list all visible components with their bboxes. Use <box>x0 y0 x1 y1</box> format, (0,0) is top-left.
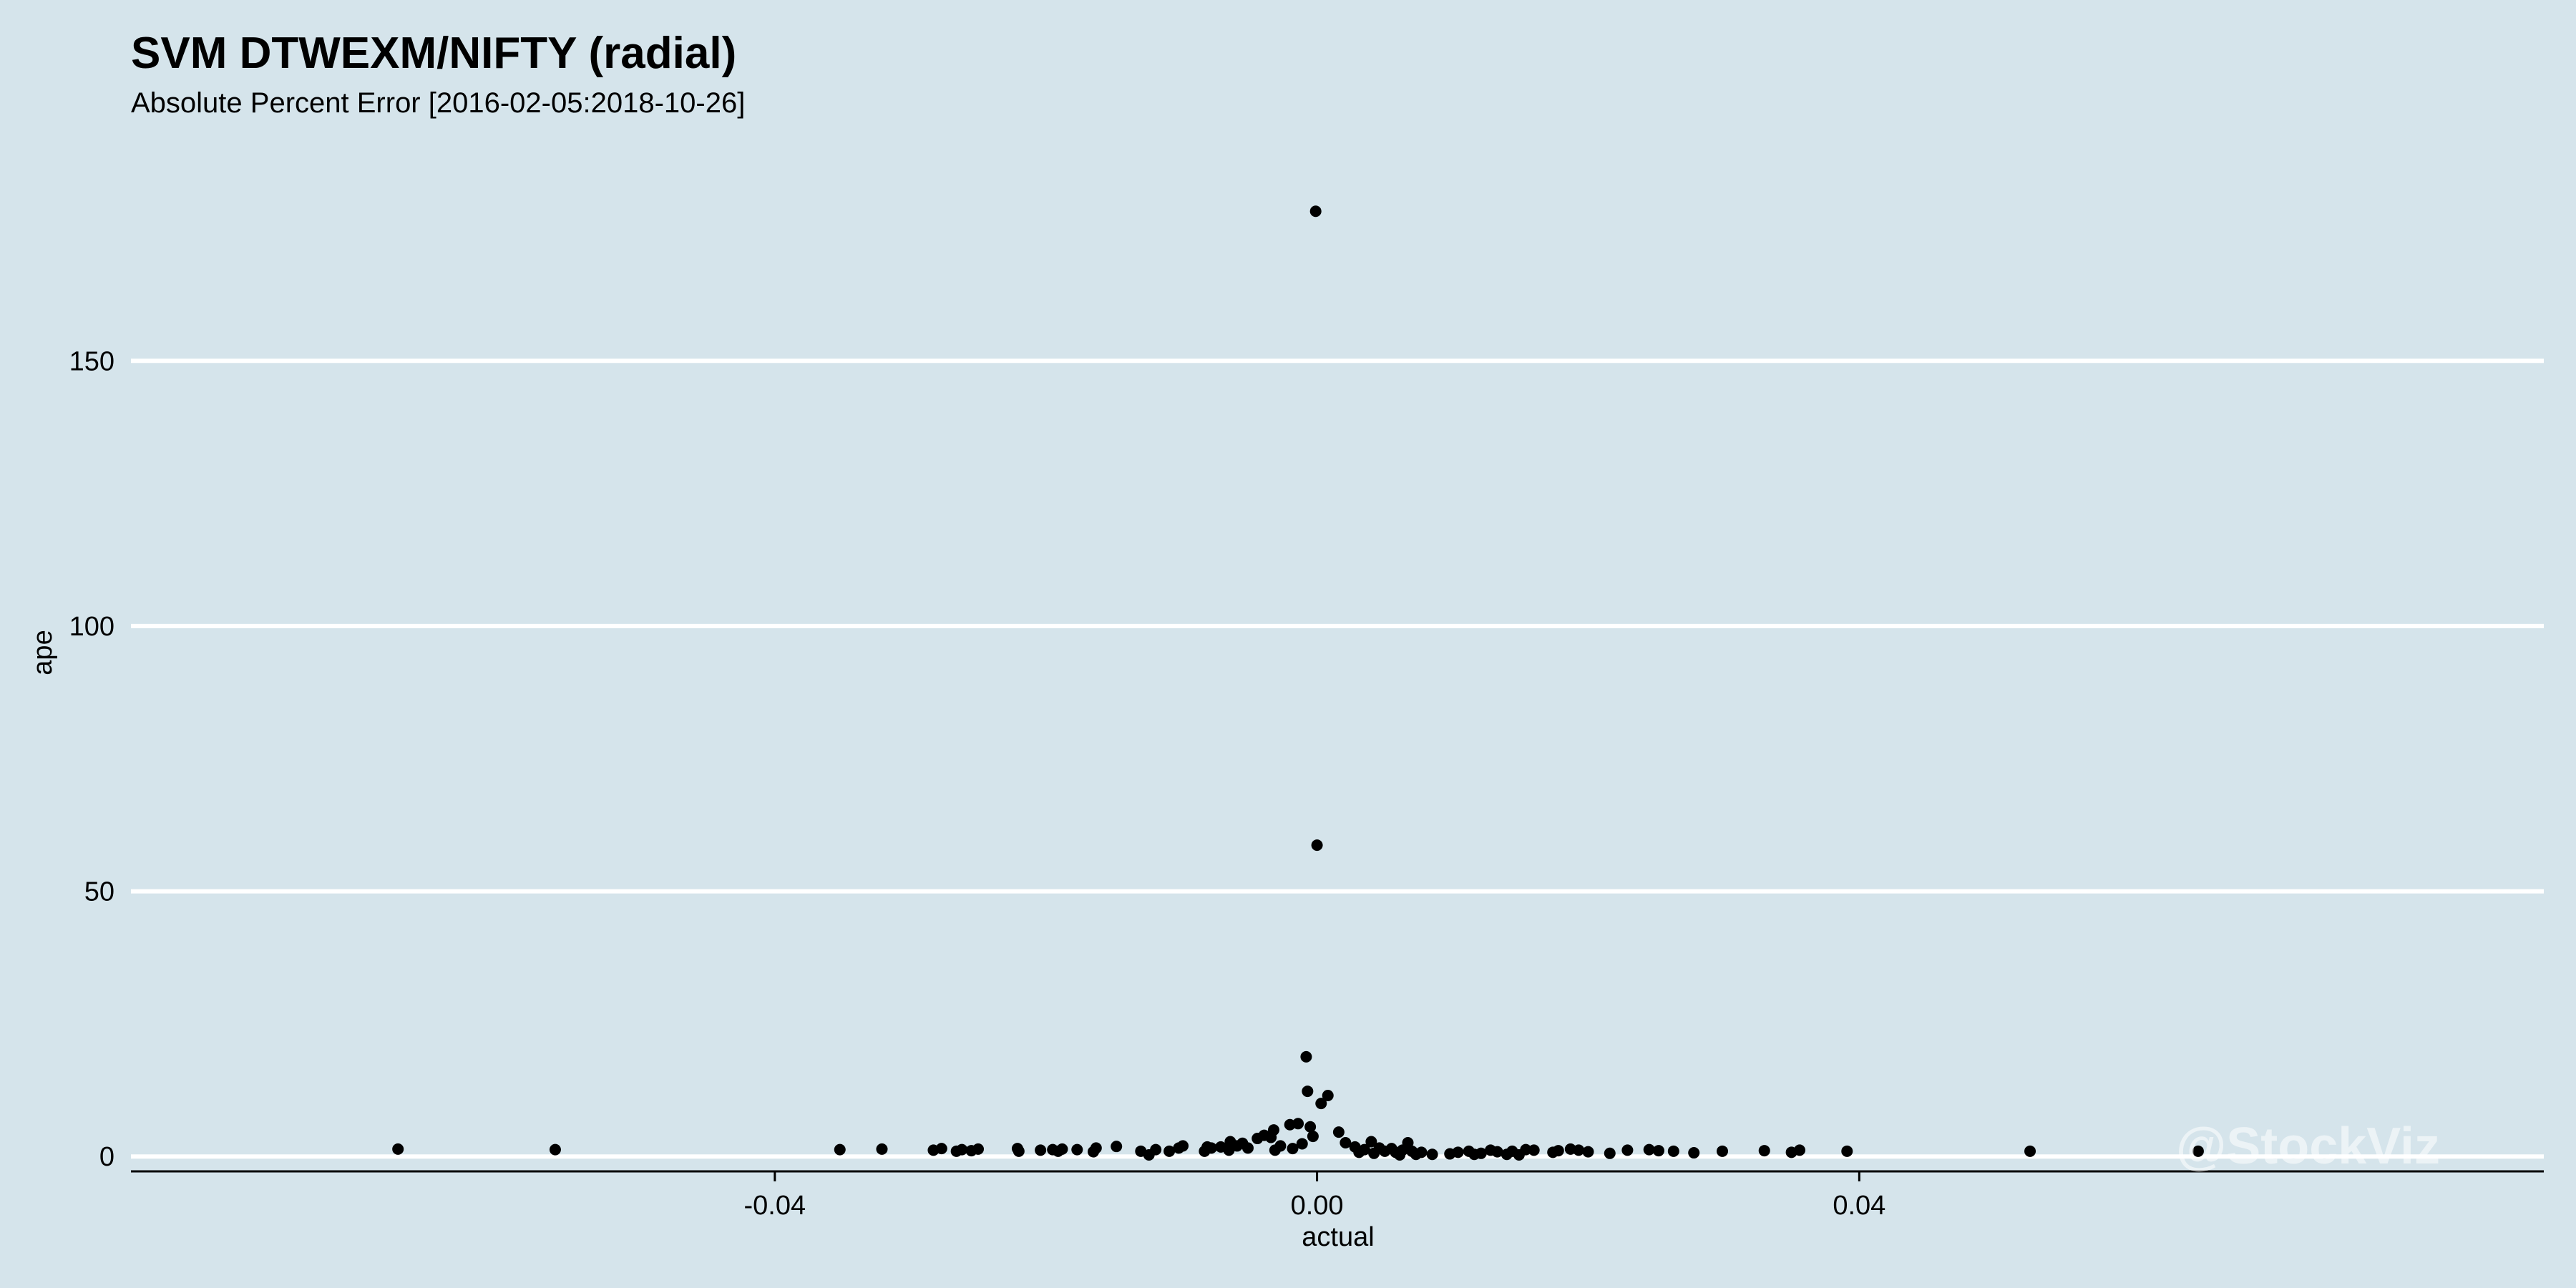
data-point <box>1402 1136 1414 1148</box>
data-point <box>1475 1147 1487 1159</box>
data-point <box>1267 1124 1279 1136</box>
data-point <box>1688 1147 1700 1159</box>
y-tick-label: 0 <box>99 1142 114 1172</box>
gridlines <box>131 358 2544 1159</box>
watermark: @StockViz <box>2176 1118 2440 1175</box>
data-point <box>876 1143 888 1155</box>
y-tick-label: 150 <box>69 346 114 376</box>
data-point <box>1793 1144 1805 1156</box>
data-point <box>1150 1143 1162 1156</box>
data-point <box>1758 1145 1770 1157</box>
data-point <box>1205 1142 1217 1154</box>
data-point <box>1358 1143 1370 1156</box>
data-point <box>834 1143 846 1156</box>
x-tick-label: 0.00 <box>1291 1191 1344 1221</box>
data-point <box>1643 1143 1655 1156</box>
data-point <box>2192 1145 2204 1157</box>
data-point <box>956 1143 968 1156</box>
data-point <box>1340 1136 1352 1148</box>
data-point <box>1296 1138 1308 1150</box>
data-point <box>1090 1142 1102 1154</box>
x-tick-label: -0.04 <box>744 1191 806 1221</box>
y-tick-label: 100 <box>69 612 114 642</box>
data-point <box>1035 1144 1047 1156</box>
data-point <box>2024 1145 2036 1157</box>
data-points <box>392 205 2204 1161</box>
data-point <box>1292 1118 1304 1130</box>
data-point <box>1309 205 1322 218</box>
data-point <box>1311 839 1323 852</box>
data-point <box>972 1143 984 1155</box>
data-point <box>1452 1146 1464 1158</box>
data-point <box>1573 1144 1585 1156</box>
data-point <box>1415 1146 1428 1158</box>
x-axis: -0.04 0.00 0.04 <box>131 1170 2544 1221</box>
data-point <box>1582 1146 1594 1158</box>
data-point <box>1304 1121 1317 1133</box>
data-point <box>1621 1144 1634 1156</box>
data-point <box>1013 1145 1025 1157</box>
chart-title: SVM DTWEXM/NIFTY (radial) <box>131 29 736 78</box>
data-point <box>935 1143 947 1155</box>
x-axis-label: actual <box>1302 1222 1374 1252</box>
data-point <box>1491 1146 1503 1158</box>
data-point <box>1667 1145 1679 1157</box>
data-point <box>1717 1145 1729 1157</box>
data-point <box>1315 1098 1327 1110</box>
data-point <box>1071 1143 1083 1156</box>
y-axis-label: ape <box>28 630 58 675</box>
x-tick-label: 0.04 <box>1833 1191 1885 1221</box>
data-point <box>1528 1144 1540 1156</box>
data-point <box>1552 1145 1564 1157</box>
data-point <box>1841 1145 1853 1157</box>
data-point <box>1300 1050 1312 1063</box>
data-point <box>1426 1148 1438 1161</box>
y-axis-ticks: 0 50 100 150 <box>69 346 114 1172</box>
data-point <box>1274 1140 1287 1152</box>
data-point <box>1177 1140 1189 1152</box>
y-tick-label: 50 <box>84 877 114 907</box>
data-point <box>1056 1143 1068 1155</box>
data-point <box>1163 1145 1176 1157</box>
data-point <box>1652 1145 1664 1157</box>
data-point <box>1307 1131 1319 1143</box>
data-point <box>1365 1136 1377 1148</box>
data-point <box>549 1143 561 1156</box>
data-point <box>392 1143 404 1155</box>
data-point <box>1604 1147 1616 1159</box>
data-point <box>1520 1143 1532 1156</box>
data-point <box>1332 1126 1345 1138</box>
data-point <box>1302 1085 1314 1098</box>
data-point <box>1322 1089 1334 1101</box>
chart-subtitle: Absolute Percent Error [2016-02-05:2018-… <box>131 87 745 119</box>
data-point <box>1287 1143 1299 1155</box>
data-point <box>1241 1142 1254 1154</box>
data-point <box>1111 1141 1123 1153</box>
